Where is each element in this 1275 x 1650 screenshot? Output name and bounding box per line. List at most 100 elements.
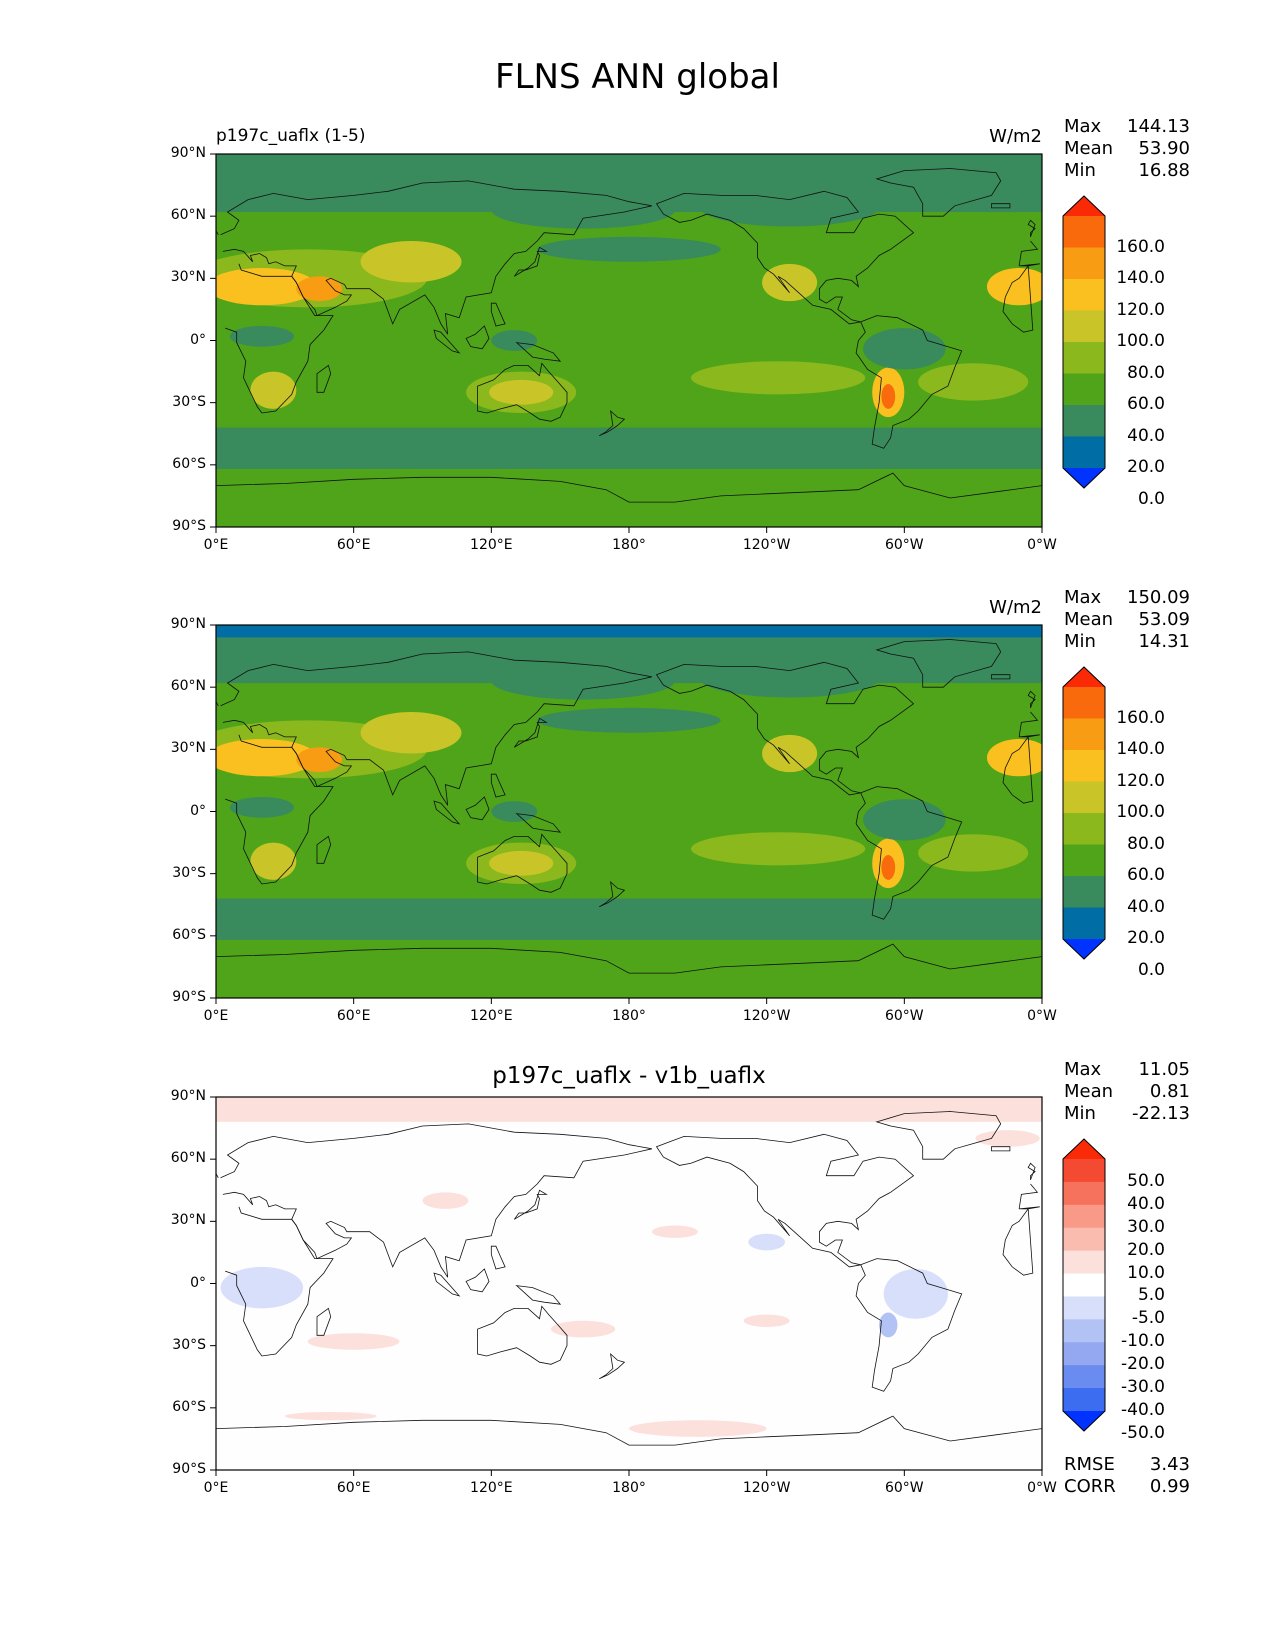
field-band-antarctic [216, 960, 1042, 998]
stat-label: Min [1064, 1103, 1096, 1124]
coastline-iceland [991, 674, 1011, 680]
coastline-greenland [875, 168, 1002, 217]
colorbar-label: 5.0 [1137, 1285, 1165, 1306]
colorbar-segment [1063, 1159, 1105, 1183]
colorbar-label: 140.0 [1116, 268, 1165, 288]
stat-label: Mean [1064, 1081, 1114, 1102]
coastline-eurasia [220, 1123, 1040, 1278]
colorbar-label: 10.0 [1127, 1262, 1165, 1283]
colorbar-label: 120.0 [1116, 770, 1165, 791]
coastline-namerica [655, 190, 915, 325]
lon-tick-label: 180° [612, 1008, 646, 1024]
field-band-southern-ocean [216, 898, 1042, 940]
field-greenland-positive [975, 1130, 1040, 1147]
field-so-positive [284, 1411, 377, 1421]
colorbar-label: 80.0 [1127, 362, 1165, 383]
field-south-africa [250, 842, 297, 880]
field-asia-positive [422, 1192, 469, 1209]
colorbar-segment [1063, 1181, 1105, 1206]
coastline-eurasia [220, 180, 1040, 335]
colorbar-label: 0.0 [1137, 959, 1165, 980]
panel-title-center: p197c_uaflx - v1b_uaflx [492, 1063, 766, 1089]
coastline-greenland [875, 639, 1002, 688]
colorbar-segment [1063, 1204, 1105, 1229]
stat-label: Mean [1064, 138, 1114, 159]
coastline-nz [598, 409, 626, 437]
field-north-america-sw [762, 263, 818, 302]
field-siberia [491, 662, 675, 700]
coastline-antarctica [216, 1415, 1042, 1446]
lon-tick-label: 60°W [884, 1480, 924, 1496]
coastline-namerica [655, 1133, 915, 1268]
lon-tick-label: 0°W [1027, 1480, 1057, 1496]
colorbar-label: 40.0 [1127, 425, 1165, 446]
coastline-samerica [855, 786, 963, 920]
colorbar-segment [1063, 1365, 1105, 1389]
coastline-japan [513, 1189, 548, 1220]
field-south-atlantic [918, 834, 1029, 872]
field-arabia [296, 747, 343, 773]
coastline-nz [598, 1352, 626, 1380]
coastline-newguinea [515, 1285, 562, 1305]
coastline-sumatra [433, 800, 461, 825]
stat-value: 11.05 [1138, 1059, 1190, 1080]
colorbar-segment [1063, 310, 1105, 343]
coastline-borneo [465, 1268, 490, 1293]
colorbar-extend-min [1063, 939, 1105, 959]
coastline-antarctica [216, 943, 1042, 974]
colorbar-segment [1063, 1388, 1105, 1412]
coastline-japan [513, 717, 548, 748]
field-siberia [491, 191, 675, 229]
lat-tick-label: 90°N [170, 616, 206, 632]
field-indian-positive [307, 1333, 400, 1350]
lon-tick-label: 180° [612, 1480, 646, 1496]
coastline-samerica [855, 1258, 963, 1392]
coastline-sumatra [433, 1272, 461, 1297]
field-sahara [216, 267, 317, 306]
stat-value: 150.09 [1127, 587, 1190, 608]
colorbar-3 [1062, 1138, 1106, 1432]
colorbar-segment [1063, 405, 1105, 437]
colorbar-segment [1063, 718, 1105, 751]
stat-label: CORR [1064, 1476, 1116, 1497]
colorbar-segment [1063, 342, 1105, 374]
coastline-africa [225, 1206, 1034, 1357]
colorbar-label: 80.0 [1127, 833, 1165, 854]
lat-tick-label: 30°N [170, 269, 206, 286]
coastline-madagascar [316, 835, 332, 864]
lat-tick-label: 90°S [172, 989, 206, 1005]
coastline-newguinea [515, 342, 562, 362]
field-amazon [863, 799, 946, 841]
colorbar-label: 100.0 [1116, 802, 1165, 822]
lon-tick-label: 120°W [742, 537, 791, 553]
lat-tick-label: 0° [190, 331, 206, 348]
colorbar-label: 30.0 [1127, 1216, 1165, 1237]
colorbar-segment [1063, 279, 1105, 311]
colorbar-label: -20.0 [1121, 1354, 1165, 1375]
map-panel-3 [216, 1097, 1042, 1470]
colorbar-segment [1063, 781, 1105, 814]
lon-tick-label: 60°E [336, 1480, 371, 1496]
map-panel-1 [216, 154, 1042, 527]
field-pacific-positive [651, 1225, 698, 1238]
colorbar-segment [1063, 1296, 1105, 1320]
colorbar-label: 120.0 [1116, 299, 1165, 320]
field-south-atlantic [918, 363, 1029, 401]
coastline-africa [225, 263, 1034, 414]
coastline-philippines [490, 773, 506, 798]
coastlines [216, 1111, 1042, 1446]
field-antarctic-positive [629, 1420, 767, 1437]
colorbar-segment [1063, 1273, 1105, 1297]
stat-label: RMSE [1064, 1454, 1115, 1475]
field-arctic-positive [216, 1097, 1042, 1122]
field-congo [229, 325, 295, 347]
lat-tick-label: 60°S [172, 455, 206, 472]
lat-tick-label: 60°N [170, 678, 206, 695]
colorbar-segment [1063, 876, 1105, 908]
field-north-pacific [537, 236, 721, 262]
field-amazon [863, 328, 946, 370]
coastline-iceland [991, 1146, 1011, 1152]
lon-tick-label: 120°E [470, 1480, 513, 1496]
